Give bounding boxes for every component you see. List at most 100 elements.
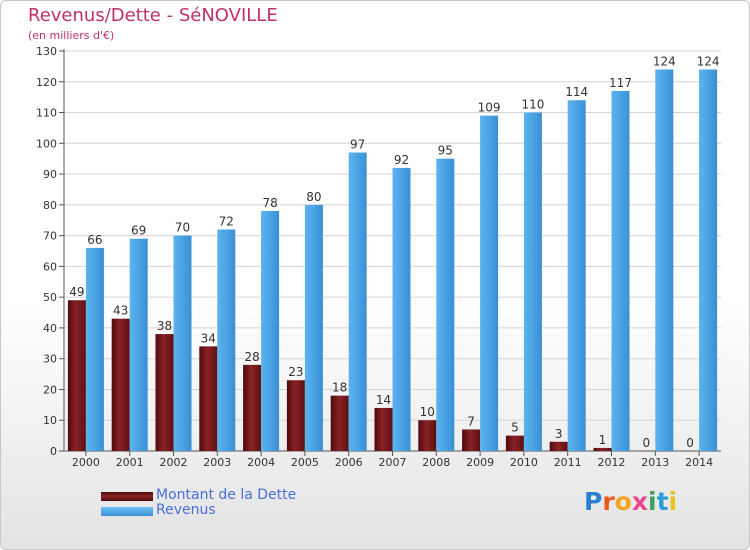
- data-label-debt: 28: [244, 350, 259, 364]
- data-label-revenue: 72: [219, 214, 234, 228]
- bar-revenue: [261, 211, 280, 451]
- bar-revenue: [611, 91, 630, 451]
- data-label-debt: 23: [288, 365, 303, 379]
- bar-debt: [111, 318, 130, 451]
- bar-debt: [199, 346, 218, 451]
- bar-revenue: [392, 167, 411, 451]
- bar-revenue: [436, 158, 455, 451]
- logo-letter: P: [584, 487, 603, 516]
- data-label-debt: 38: [157, 319, 172, 333]
- data-label-revenue: 114: [565, 85, 588, 99]
- y-tick-label: 0: [50, 445, 57, 458]
- x-tick-label: 2013: [641, 456, 669, 469]
- x-tick-label: 2006: [335, 456, 363, 469]
- legend-label-debt: Montant de la Dette: [156, 487, 297, 503]
- data-labels: 4966436938703472287823801897149210957109…: [69, 54, 719, 450]
- y-tick-label: 90: [43, 168, 57, 181]
- y-tick-label: 130: [36, 45, 57, 58]
- bar-debt: [330, 395, 349, 451]
- y-tick-label: 20: [43, 383, 57, 396]
- data-label-debt: 3: [555, 427, 563, 441]
- x-tick-label: 2012: [598, 456, 626, 469]
- data-label-debt: 14: [376, 393, 391, 407]
- x-tick-label: 2005: [291, 456, 319, 469]
- bar-revenue: [304, 204, 323, 451]
- bar-debt: [67, 300, 86, 451]
- x-tick-label: 2014: [685, 456, 713, 469]
- data-label-debt: 10: [420, 405, 435, 419]
- x-tick-label: 2009: [466, 456, 494, 469]
- logo-letter: x: [631, 487, 648, 516]
- y-tick-label: 40: [43, 322, 57, 335]
- bar-debt: [593, 447, 612, 451]
- y-tick-label: 10: [43, 414, 57, 427]
- legend-swatch-revenue: [101, 507, 153, 516]
- bar-revenue: [173, 235, 192, 451]
- data-label-revenue: 117: [609, 76, 632, 90]
- bar-revenue: [523, 112, 542, 452]
- bar-debt: [505, 435, 524, 451]
- bar-revenue: [655, 69, 674, 451]
- bar-revenue: [129, 238, 148, 451]
- data-label-revenue: 78: [262, 196, 277, 210]
- x-tick-label: 2010: [510, 456, 538, 469]
- bar-revenue: [217, 229, 236, 451]
- logo-letter: i: [668, 487, 678, 516]
- legend-swatch-debt: [101, 492, 153, 501]
- x-tick-label: 2007: [379, 456, 407, 469]
- data-label-revenue: 95: [438, 144, 453, 158]
- data-label-revenue: 92: [394, 153, 409, 167]
- data-label-debt: 0: [642, 436, 650, 450]
- x-tick-label: 2001: [116, 456, 144, 469]
- data-label-debt: 18: [332, 381, 347, 395]
- chart-title: Revenus/Dette - SéNOVILLE: [28, 5, 278, 26]
- y-tick-label: 120: [36, 76, 57, 89]
- x-tick-label: 2004: [247, 456, 275, 469]
- legend-label-revenue: Revenus: [156, 502, 216, 518]
- data-label-revenue: 69: [131, 224, 146, 238]
- x-tick-label: 2011: [554, 456, 582, 469]
- data-label-debt: 1: [599, 433, 607, 447]
- bar-debt: [374, 407, 393, 451]
- x-tick-label: 2002: [160, 456, 188, 469]
- x-tick-label: 2003: [203, 456, 231, 469]
- data-label-revenue: 110: [521, 98, 544, 112]
- data-label-debt: 0: [686, 436, 694, 450]
- data-label-debt: 5: [511, 421, 519, 435]
- data-label-debt: 43: [113, 304, 128, 318]
- y-tick-label: 100: [36, 137, 57, 150]
- logo-letter: i: [648, 487, 657, 516]
- y-tick-label: 80: [43, 199, 57, 212]
- proxiti-logo: Proxiti: [584, 487, 677, 516]
- y-tick-label: 50: [43, 291, 57, 304]
- logo-letter: r: [602, 487, 615, 516]
- y-tick-label: 60: [43, 260, 57, 273]
- data-label-revenue: 97: [350, 138, 365, 152]
- y-tick-label: 110: [36, 107, 57, 120]
- bar-debt: [155, 334, 174, 451]
- bar-revenue: [348, 152, 367, 452]
- data-label-debt: 49: [69, 285, 84, 299]
- x-tick-label: 2008: [422, 456, 450, 469]
- y-tick-label: 70: [43, 230, 57, 243]
- logo-letter: t: [656, 487, 669, 516]
- logo-letter: o: [614, 487, 632, 516]
- data-label-revenue: 109: [478, 101, 501, 115]
- bar-revenue: [480, 115, 499, 451]
- bar-debt: [243, 364, 262, 451]
- bar-debt: [418, 420, 437, 451]
- data-label-revenue: 124: [653, 54, 676, 68]
- data-label-revenue: 66: [87, 233, 102, 247]
- y-tick-label: 30: [43, 353, 57, 366]
- bar-revenue: [85, 247, 104, 451]
- data-label-revenue: 124: [697, 54, 720, 68]
- bar-debt: [462, 429, 481, 451]
- bar-revenue: [567, 100, 586, 451]
- bars: [67, 69, 718, 452]
- data-label-debt: 7: [467, 414, 475, 428]
- bar-revenue: [699, 69, 718, 451]
- data-label-revenue: 80: [306, 190, 321, 204]
- data-label-revenue: 70: [175, 221, 190, 235]
